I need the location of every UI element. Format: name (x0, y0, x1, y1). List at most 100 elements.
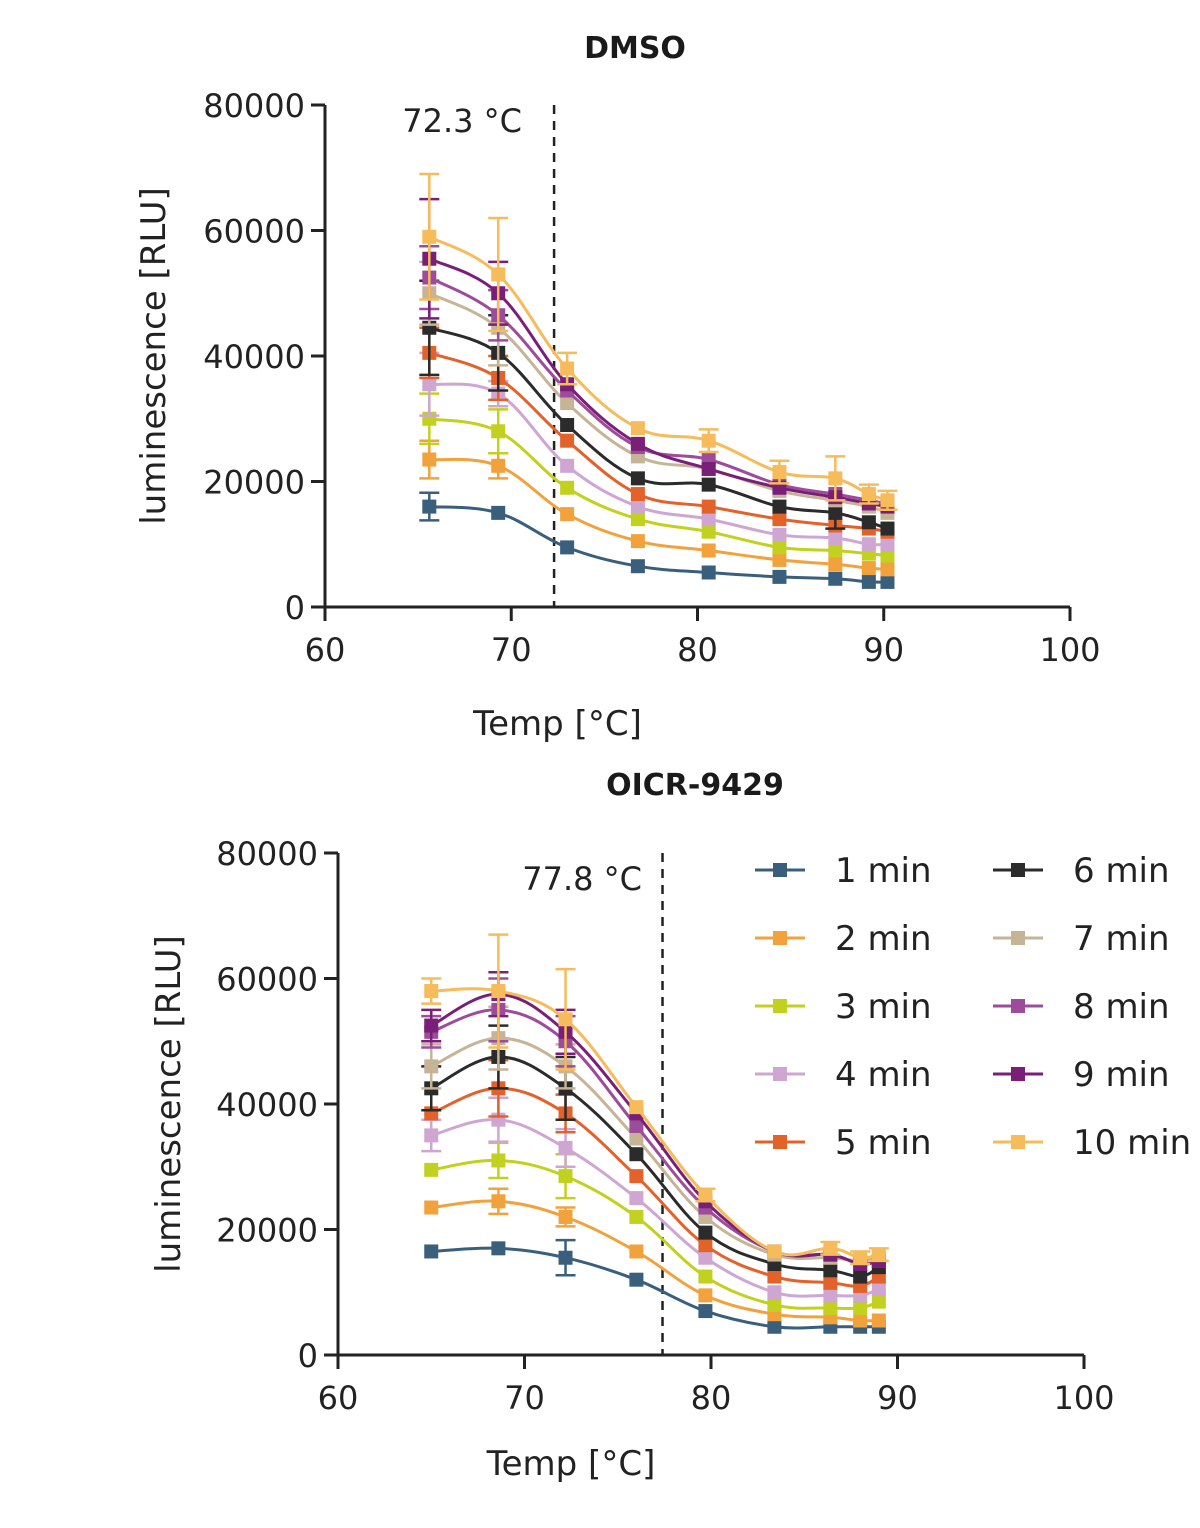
data-point (629, 1272, 644, 1287)
legend-marker (773, 999, 787, 1013)
data-point (698, 1250, 713, 1265)
data-point (560, 418, 575, 433)
data-point (630, 534, 645, 549)
data-point (424, 984, 439, 999)
data-point (558, 1012, 573, 1027)
data-point (629, 1209, 644, 1224)
data-point (772, 540, 787, 555)
legend-marker (1011, 1067, 1025, 1081)
data-point (823, 1275, 838, 1290)
data-point (558, 1140, 573, 1155)
legend-label: 2 min (835, 919, 932, 959)
data-point (630, 436, 645, 451)
chart-title: DMSO (584, 31, 686, 66)
fit-curve-2-min (431, 1199, 879, 1323)
x-tick-label: 60 (318, 1379, 359, 1417)
data-point (698, 1269, 713, 1284)
y-axis-label: luminescence [RLU] (134, 187, 174, 525)
x-tick-label: 80 (677, 631, 718, 669)
y-tick-label: 0 (298, 1337, 318, 1375)
data-point (853, 1250, 868, 1265)
data-point (424, 1162, 439, 1177)
fit-curve-6-min (430, 1055, 880, 1279)
data-point (823, 1288, 838, 1303)
data-point (861, 515, 876, 530)
chart-title: OICR-9429 (606, 768, 784, 803)
series-2-min (419, 439, 895, 577)
y-tick-label: 20000 (216, 1212, 318, 1250)
fit-curve-4-min (429, 382, 888, 547)
data-point (424, 1244, 439, 1259)
fit-curve-5-min (430, 1086, 880, 1288)
data-point (491, 267, 506, 282)
data-point (772, 552, 787, 567)
legend-entry-3-min: 3 min (755, 987, 932, 1027)
data-point (828, 557, 843, 572)
legend: 1 min 2 min 3 min 4 min 5 min 6 min 7 min 8 min… (755, 851, 1191, 1163)
data-point (698, 1238, 713, 1253)
legend-label: 1 min (835, 851, 932, 891)
data-point (558, 1169, 573, 1184)
chart-dmso: DMSO 0 20000 40000 60000 80000 60 70 80 90 100 Temp… (134, 31, 1101, 744)
legend-marker (1011, 931, 1025, 945)
data-point (823, 1300, 838, 1315)
data-point (629, 1147, 644, 1162)
data-point (871, 1247, 886, 1262)
legend-entry-4-min: 4 min (755, 1055, 932, 1095)
y-tick-label: 40000 (216, 1086, 318, 1124)
y-tick-label: 60000 (203, 213, 305, 251)
data-point (767, 1297, 782, 1312)
data-point (491, 424, 506, 439)
legend-label: 4 min (835, 1055, 932, 1095)
data-point (772, 527, 787, 542)
data-point (880, 521, 895, 536)
data-point (560, 480, 575, 495)
data-point (491, 1153, 506, 1168)
legend-marker (1011, 1135, 1025, 1149)
data-point (424, 1128, 439, 1143)
data-point (629, 1118, 644, 1133)
data-point (701, 477, 716, 492)
legend-entry-9-min: 9 min (993, 1055, 1170, 1095)
data-point (701, 565, 716, 580)
data-point (698, 1187, 713, 1202)
data-point (861, 574, 876, 589)
data-point (767, 1244, 782, 1259)
legend-marker (773, 863, 787, 877)
data-point (767, 1269, 782, 1284)
data-point (871, 1294, 886, 1309)
data-point (880, 562, 895, 577)
y-tick-label: 60000 (216, 961, 318, 999)
data-point (871, 1282, 886, 1297)
series-3-min (419, 392, 895, 563)
legend-label: 8 min (1073, 987, 1170, 1027)
data-point (422, 452, 437, 467)
series-10-min (421, 933, 889, 1266)
data-point (630, 487, 645, 502)
series-10-min (419, 172, 898, 511)
fit-curve-5-min (428, 351, 888, 534)
fit-curve-2-min (429, 457, 888, 571)
data-point (491, 984, 506, 999)
series-6-min (421, 1024, 886, 1284)
data-point (767, 1319, 782, 1334)
x-tick-label: 60 (305, 631, 346, 669)
fit-curve-10-min (428, 235, 888, 502)
data-point (767, 1285, 782, 1300)
data-point (823, 1241, 838, 1256)
legend-entry-2-min: 2 min (755, 919, 932, 959)
data-point (701, 461, 716, 476)
data-point (560, 540, 575, 555)
legend-label: 7 min (1073, 919, 1170, 959)
legend-entry-1-min: 1 min (755, 851, 932, 891)
fit-curve-8-min (428, 276, 888, 505)
data-point (880, 493, 895, 508)
data-point (630, 559, 645, 574)
data-point (880, 574, 895, 589)
legend-marker (1011, 863, 1025, 877)
x-axis-label: Temp [°C] (472, 704, 642, 744)
data-point (629, 1169, 644, 1184)
data-point (491, 1194, 506, 1209)
data-point (424, 1200, 439, 1215)
